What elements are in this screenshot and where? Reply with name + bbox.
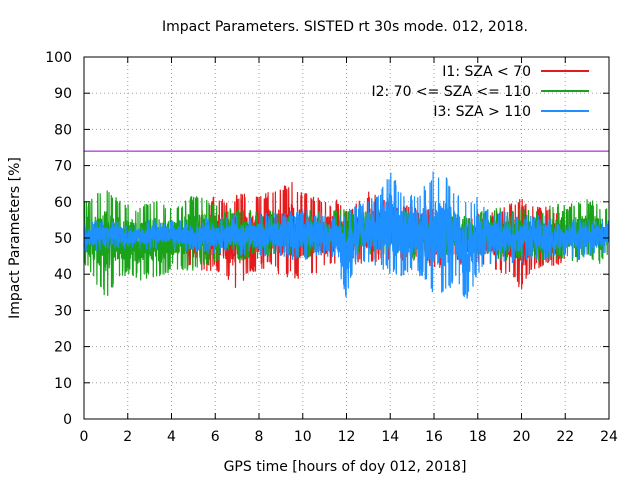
y-tick-label: 70 bbox=[54, 159, 72, 175]
y-tick-label: 40 bbox=[54, 267, 72, 283]
x-tick-label: 2 bbox=[123, 429, 132, 445]
x-tick-label: 14 bbox=[381, 429, 399, 445]
y-tick-label: 90 bbox=[54, 86, 72, 102]
y-tick-label: 60 bbox=[54, 195, 72, 211]
x-tick-label: 16 bbox=[425, 429, 443, 445]
y-axis-label: Impact Parameters [%] bbox=[7, 157, 23, 319]
y-tick-label: 10 bbox=[54, 376, 72, 392]
y-tick-label: 0 bbox=[63, 412, 72, 428]
y-tick-label: 30 bbox=[54, 303, 72, 319]
y-tick-label: 80 bbox=[54, 122, 72, 138]
series-layer bbox=[83, 171, 610, 299]
series-line bbox=[83, 171, 610, 299]
x-axis-label: GPS time [hours of doy 012, 2018] bbox=[224, 459, 467, 475]
series-3 bbox=[83, 171, 610, 299]
y-tick-label: 50 bbox=[54, 231, 72, 247]
x-tick-label: 22 bbox=[556, 429, 574, 445]
x-tick-label: 10 bbox=[294, 429, 312, 445]
x-tick-label: 6 bbox=[211, 429, 220, 445]
series-line bbox=[83, 190, 610, 296]
legend: I1: SZA < 70 I2: 70 <= SZA <= 110 I3: SZA … bbox=[371, 64, 589, 120]
x-tick-label: 0 bbox=[80, 429, 89, 445]
x-tick-label: 24 bbox=[600, 429, 618, 445]
series-2 bbox=[83, 190, 610, 296]
x-tick-label: 18 bbox=[469, 429, 487, 445]
legend-label: I1: SZA < 70 bbox=[442, 64, 531, 80]
legend-label: I3: SZA > 110 bbox=[433, 104, 531, 120]
chart-title: Impact Parameters. SISTED rt 30s mode. 0… bbox=[162, 19, 528, 35]
x-tick-label: 8 bbox=[255, 429, 264, 445]
y-tick-label: 20 bbox=[54, 340, 72, 356]
ticks-layer: 0 2 4 6 8 10 12 14 16 18 20 22 240102030405060708090… bbox=[45, 50, 618, 445]
x-tick-label: 12 bbox=[338, 429, 356, 445]
legend-label: I2: 70 <= SZA <= 110 bbox=[371, 84, 531, 100]
x-tick-label: 20 bbox=[513, 429, 531, 445]
y-tick-label: 100 bbox=[45, 50, 72, 66]
x-tick-label: 4 bbox=[167, 429, 176, 445]
